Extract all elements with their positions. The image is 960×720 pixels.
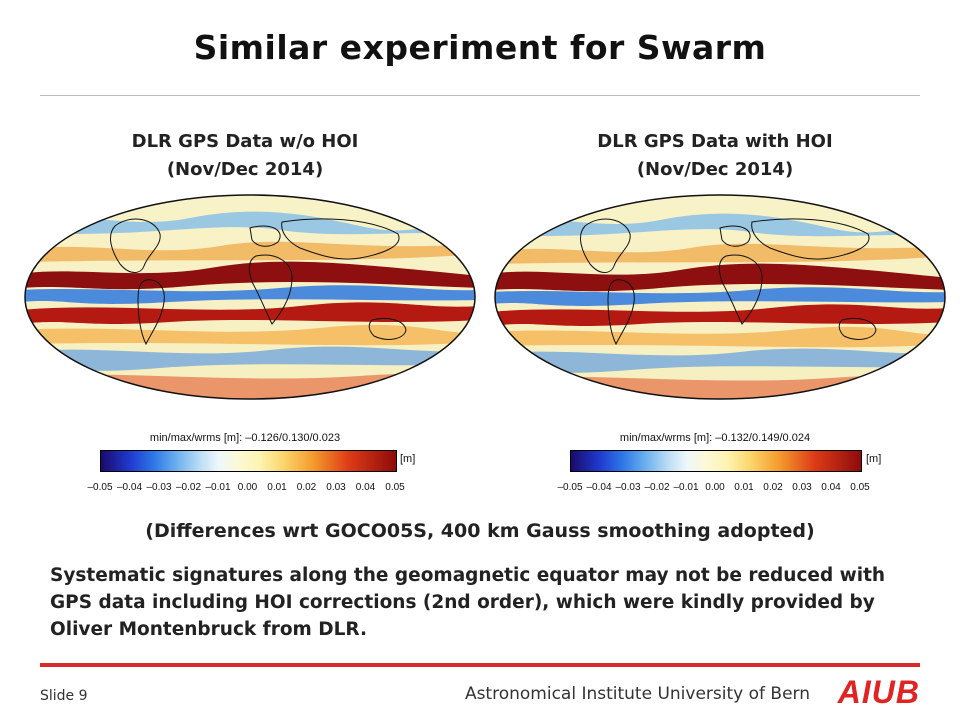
- left-map-figure: [24, 194, 476, 400]
- right-panel-title-line1: DLR GPS Data with HOI: [597, 131, 833, 152]
- right-tick-2: –0.03: [615, 482, 641, 493]
- aiub-logo: AIUB: [837, 674, 920, 710]
- left-colorbar-unit: [m]: [400, 453, 416, 465]
- right-tick-3: –0.02: [644, 482, 670, 493]
- left-map: [20, 192, 480, 402]
- left-tick-9: 0.04: [355, 482, 376, 493]
- left-tick-0: –0.05: [87, 482, 113, 493]
- left-tick-7: 0.02: [296, 482, 317, 493]
- left-tick-1: –0.04: [116, 482, 143, 493]
- right-tick-4: –0.01: [673, 482, 699, 493]
- right-tick-1: –0.04: [586, 482, 612, 493]
- slide-number: Slide 9: [40, 688, 88, 704]
- right-map-figure: [494, 194, 946, 400]
- right-tick-7: 0.02: [763, 482, 783, 493]
- right-stats: min/max/wrms [m]: –0.132/0.149/0.024: [619, 432, 811, 444]
- right-panel-title-line2: (Nov/Dec 2014): [636, 159, 794, 180]
- right-colorbar-ticks: –0.05 –0.04 –0.03 –0.02 –0.01 0.00 0.01 …: [557, 482, 869, 498]
- left-tick-4: –0.01: [205, 482, 231, 493]
- body-text: Systematic signatures along the geomagne…: [50, 565, 886, 640]
- right-colorbar-unit: [m]: [866, 453, 882, 465]
- right-tick-5: 0.00: [705, 482, 725, 493]
- right-tick-9: 0.04: [821, 482, 841, 493]
- left-panel-title: DLR GPS Data w/o HOI (Nov/Dec 2014): [40, 128, 450, 184]
- left-panel-title-line1: DLR GPS Data w/o HOI: [131, 131, 359, 152]
- left-tick-8: 0.03: [326, 482, 346, 493]
- footer-divider: [40, 663, 920, 667]
- figure-caption: (Differences wrt GOCO05S, 400 km Gauss s…: [145, 520, 815, 542]
- right-tick-10: 0.05: [850, 482, 870, 493]
- left-tick-6: 0.01: [267, 482, 287, 493]
- institute-name: Astronomical Institute University of Ber…: [464, 684, 810, 704]
- slide-title: Similar experiment for Swarm: [193, 28, 767, 67]
- left-tick-2: –0.03: [146, 482, 172, 493]
- left-panel-title-line2: (Nov/Dec 2014): [166, 159, 324, 180]
- right-tick-0: –0.05: [557, 482, 583, 493]
- left-stats: min/max/wrms [m]: –0.126/0.130/0.023: [149, 432, 341, 444]
- left-colorbar-ticks: –0.05 –0.04 –0.03 –0.02 –0.01 0.00 0.01 …: [87, 482, 404, 498]
- left-tick-10: 0.05: [385, 482, 405, 493]
- left-colorbar: [100, 450, 397, 472]
- left-tick-3: –0.02: [175, 482, 202, 493]
- left-tick-5: 0.00: [237, 482, 258, 493]
- right-map: [490, 192, 950, 402]
- right-tick-6: 0.01: [734, 482, 754, 493]
- right-panel-title: DLR GPS Data with HOI (Nov/Dec 2014): [510, 128, 920, 184]
- right-tick-8: 0.03: [792, 482, 812, 493]
- title-divider: [40, 95, 920, 96]
- right-colorbar: [570, 450, 862, 472]
